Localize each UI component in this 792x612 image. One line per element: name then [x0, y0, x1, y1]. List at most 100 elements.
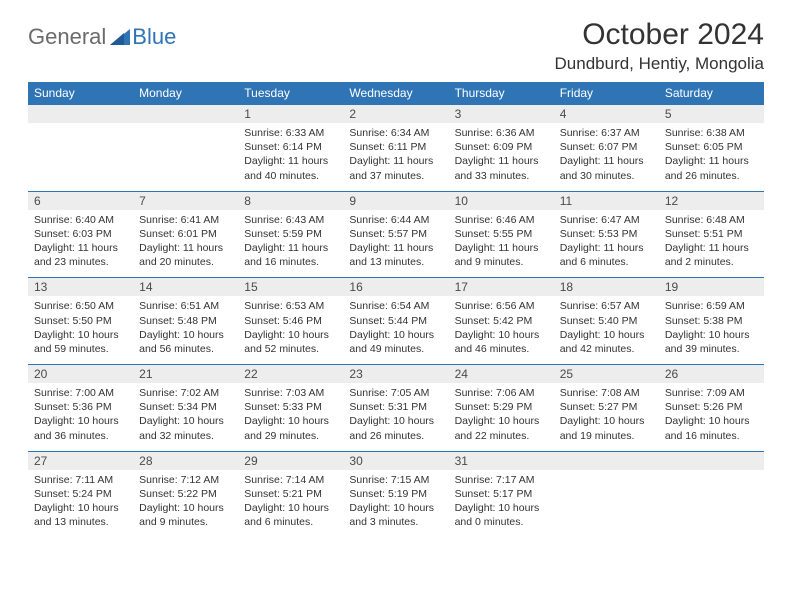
- daylight-text-2: and 26 minutes.: [665, 169, 758, 183]
- day-number: 28: [133, 451, 238, 470]
- sunset-text: Sunset: 5:46 PM: [244, 314, 337, 328]
- daylight-text: Daylight: 10 hours: [665, 414, 758, 428]
- sunrise-text: Sunrise: 7:11 AM: [34, 473, 127, 487]
- day-cell: Sunrise: 6:38 AMSunset: 6:05 PMDaylight:…: [659, 123, 764, 191]
- sunset-text: Sunset: 6:14 PM: [244, 140, 337, 154]
- daylight-text-2: and 37 minutes.: [349, 169, 442, 183]
- sunrise-text: Sunrise: 7:12 AM: [139, 473, 232, 487]
- day-number: 10: [449, 191, 554, 210]
- day-cell: Sunrise: 6:41 AMSunset: 6:01 PMDaylight:…: [133, 210, 238, 278]
- sunrise-text: Sunrise: 7:14 AM: [244, 473, 337, 487]
- daylight-text: Daylight: 10 hours: [34, 414, 127, 428]
- day-number: [133, 105, 238, 124]
- daylight-text-2: and 42 minutes.: [560, 342, 653, 356]
- daylight-text-2: and 6 minutes.: [560, 255, 653, 269]
- day-header: Saturday: [659, 82, 764, 105]
- daylight-text-2: and 49 minutes.: [349, 342, 442, 356]
- sunrise-text: Sunrise: 6:59 AM: [665, 299, 758, 313]
- sunrise-text: Sunrise: 6:43 AM: [244, 213, 337, 227]
- day-cell: Sunrise: 7:06 AMSunset: 5:29 PMDaylight:…: [449, 383, 554, 451]
- day-number: 6: [28, 191, 133, 210]
- day-header: Monday: [133, 82, 238, 105]
- sunrise-text: Sunrise: 6:41 AM: [139, 213, 232, 227]
- daylight-text: Daylight: 10 hours: [349, 414, 442, 428]
- sunrise-text: Sunrise: 7:06 AM: [455, 386, 548, 400]
- sunrise-text: Sunrise: 6:36 AM: [455, 126, 548, 140]
- daylight-text: Daylight: 11 hours: [244, 154, 337, 168]
- day-cell: Sunrise: 6:59 AMSunset: 5:38 PMDaylight:…: [659, 296, 764, 364]
- sunrise-text: Sunrise: 7:03 AM: [244, 386, 337, 400]
- day-cell: Sunrise: 6:43 AMSunset: 5:59 PMDaylight:…: [238, 210, 343, 278]
- daylight-text-2: and 46 minutes.: [455, 342, 548, 356]
- day-cell: Sunrise: 7:05 AMSunset: 5:31 PMDaylight:…: [343, 383, 448, 451]
- day-number: 9: [343, 191, 448, 210]
- day-number: [554, 451, 659, 470]
- daylight-text: Daylight: 11 hours: [349, 241, 442, 255]
- sunrise-text: Sunrise: 6:44 AM: [349, 213, 442, 227]
- day-cell: Sunrise: 6:37 AMSunset: 6:07 PMDaylight:…: [554, 123, 659, 191]
- daylight-text-2: and 13 minutes.: [34, 515, 127, 529]
- daylight-text: Daylight: 11 hours: [665, 154, 758, 168]
- sunset-text: Sunset: 5:31 PM: [349, 400, 442, 414]
- day-header: Thursday: [449, 82, 554, 105]
- logo-triangle-icon: [110, 29, 130, 45]
- sunset-text: Sunset: 5:24 PM: [34, 487, 127, 501]
- sunset-text: Sunset: 5:22 PM: [139, 487, 232, 501]
- day-number: 11: [554, 191, 659, 210]
- day-number: 3: [449, 105, 554, 124]
- day-number: 22: [238, 365, 343, 384]
- daylight-text: Daylight: 11 hours: [34, 241, 127, 255]
- daylight-text-2: and 16 minutes.: [665, 429, 758, 443]
- day-cell: Sunrise: 6:51 AMSunset: 5:48 PMDaylight:…: [133, 296, 238, 364]
- day-header: Sunday: [28, 82, 133, 105]
- daylight-text-2: and 33 minutes.: [455, 169, 548, 183]
- sunset-text: Sunset: 6:09 PM: [455, 140, 548, 154]
- sunset-text: Sunset: 5:21 PM: [244, 487, 337, 501]
- sunset-text: Sunset: 5:29 PM: [455, 400, 548, 414]
- sunset-text: Sunset: 5:17 PM: [455, 487, 548, 501]
- day-number: 27: [28, 451, 133, 470]
- sunrise-text: Sunrise: 6:53 AM: [244, 299, 337, 313]
- day-number: 25: [554, 365, 659, 384]
- sunrise-text: Sunrise: 6:33 AM: [244, 126, 337, 140]
- daylight-text: Daylight: 10 hours: [139, 501, 232, 515]
- day-cell: Sunrise: 7:12 AMSunset: 5:22 PMDaylight:…: [133, 470, 238, 538]
- sunset-text: Sunset: 6:05 PM: [665, 140, 758, 154]
- sunset-text: Sunset: 5:33 PM: [244, 400, 337, 414]
- day-cell: Sunrise: 6:44 AMSunset: 5:57 PMDaylight:…: [343, 210, 448, 278]
- daylight-text: Daylight: 10 hours: [244, 501, 337, 515]
- daylight-text-2: and 9 minutes.: [455, 255, 548, 269]
- sunset-text: Sunset: 5:44 PM: [349, 314, 442, 328]
- day-cell: Sunrise: 7:14 AMSunset: 5:21 PMDaylight:…: [238, 470, 343, 538]
- sunset-text: Sunset: 5:53 PM: [560, 227, 653, 241]
- daylight-text-2: and 2 minutes.: [665, 255, 758, 269]
- day-cell: Sunrise: 6:36 AMSunset: 6:09 PMDaylight:…: [449, 123, 554, 191]
- sunrise-text: Sunrise: 7:02 AM: [139, 386, 232, 400]
- day-number: 31: [449, 451, 554, 470]
- day-cell: Sunrise: 7:02 AMSunset: 5:34 PMDaylight:…: [133, 383, 238, 451]
- daylight-text: Daylight: 10 hours: [349, 501, 442, 515]
- sunrise-text: Sunrise: 6:34 AM: [349, 126, 442, 140]
- sunset-text: Sunset: 6:11 PM: [349, 140, 442, 154]
- sunset-text: Sunset: 5:48 PM: [139, 314, 232, 328]
- day-cell: Sunrise: 6:47 AMSunset: 5:53 PMDaylight:…: [554, 210, 659, 278]
- day-cell: Sunrise: 7:03 AMSunset: 5:33 PMDaylight:…: [238, 383, 343, 451]
- location-text: Dundburd, Hentiy, Mongolia: [555, 54, 764, 74]
- sunrise-text: Sunrise: 6:57 AM: [560, 299, 653, 313]
- day-cell: Sunrise: 6:50 AMSunset: 5:50 PMDaylight:…: [28, 296, 133, 364]
- daylight-text: Daylight: 10 hours: [455, 328, 548, 342]
- daylight-text: Daylight: 11 hours: [455, 154, 548, 168]
- day-cell: Sunrise: 6:34 AMSunset: 6:11 PMDaylight:…: [343, 123, 448, 191]
- daylight-text: Daylight: 11 hours: [349, 154, 442, 168]
- day-number: 29: [238, 451, 343, 470]
- sunset-text: Sunset: 6:03 PM: [34, 227, 127, 241]
- daylight-text-2: and 0 minutes.: [455, 515, 548, 529]
- daylight-text-2: and 3 minutes.: [349, 515, 442, 529]
- day-cell: Sunrise: 6:54 AMSunset: 5:44 PMDaylight:…: [343, 296, 448, 364]
- sunset-text: Sunset: 6:01 PM: [139, 227, 232, 241]
- sunrise-text: Sunrise: 6:50 AM: [34, 299, 127, 313]
- day-cell: Sunrise: 7:09 AMSunset: 5:26 PMDaylight:…: [659, 383, 764, 451]
- day-cell: Sunrise: 7:08 AMSunset: 5:27 PMDaylight:…: [554, 383, 659, 451]
- daylight-text: Daylight: 10 hours: [244, 328, 337, 342]
- sunset-text: Sunset: 5:19 PM: [349, 487, 442, 501]
